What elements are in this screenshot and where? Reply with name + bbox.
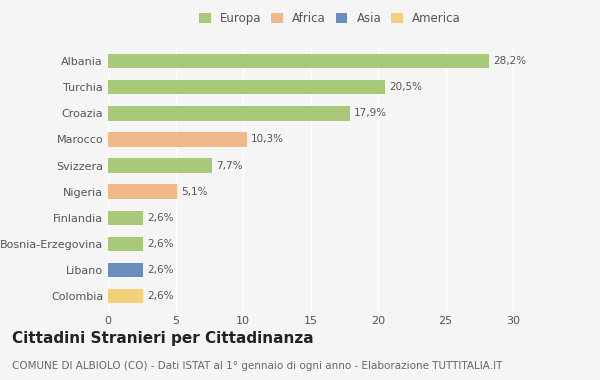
Text: 2,6%: 2,6% bbox=[147, 291, 173, 301]
Text: 2,6%: 2,6% bbox=[147, 213, 173, 223]
Bar bbox=[108, 132, 247, 147]
Text: 20,5%: 20,5% bbox=[389, 82, 422, 92]
Bar bbox=[108, 289, 143, 303]
Legend: Europa, Africa, Asia, America: Europa, Africa, Asia, America bbox=[197, 10, 463, 27]
Text: 7,7%: 7,7% bbox=[216, 161, 242, 171]
Bar bbox=[108, 106, 350, 120]
Text: 17,9%: 17,9% bbox=[354, 108, 387, 119]
Bar bbox=[108, 158, 212, 173]
Bar bbox=[108, 184, 177, 199]
Text: 28,2%: 28,2% bbox=[493, 56, 526, 66]
Bar bbox=[108, 80, 385, 95]
Text: 2,6%: 2,6% bbox=[147, 239, 173, 249]
Bar bbox=[108, 54, 488, 68]
Bar bbox=[108, 237, 143, 251]
Text: 2,6%: 2,6% bbox=[147, 265, 173, 275]
Text: 10,3%: 10,3% bbox=[251, 135, 284, 144]
Text: 5,1%: 5,1% bbox=[181, 187, 208, 196]
Text: COMUNE DI ALBIOLO (CO) - Dati ISTAT al 1° gennaio di ogni anno - Elaborazione TU: COMUNE DI ALBIOLO (CO) - Dati ISTAT al 1… bbox=[12, 361, 502, 371]
Bar bbox=[108, 211, 143, 225]
Bar bbox=[108, 263, 143, 277]
Text: Cittadini Stranieri per Cittadinanza: Cittadini Stranieri per Cittadinanza bbox=[12, 331, 314, 345]
